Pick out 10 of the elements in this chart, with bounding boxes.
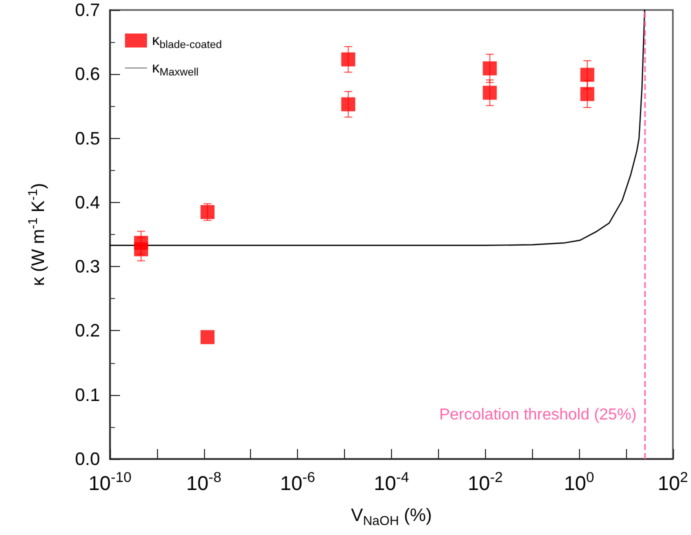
y-tick-label: 0.4	[74, 192, 100, 212]
ref-line-label: Percolation threshold (25%)	[439, 406, 637, 424]
y-tick-label: 0.6	[74, 64, 100, 84]
y-tick-label: 0.7	[74, 0, 100, 20]
y-axis-title: κ (W m-1 K-1)	[25, 182, 48, 286]
y-tick-label: 0.1	[74, 384, 100, 405]
y-tick-label: 0.0	[74, 449, 100, 469]
y-tick-label: 0.3	[74, 256, 100, 277]
y-tick-label: 0.5	[74, 128, 100, 148]
y-tick-label: 0.2	[74, 320, 100, 341]
